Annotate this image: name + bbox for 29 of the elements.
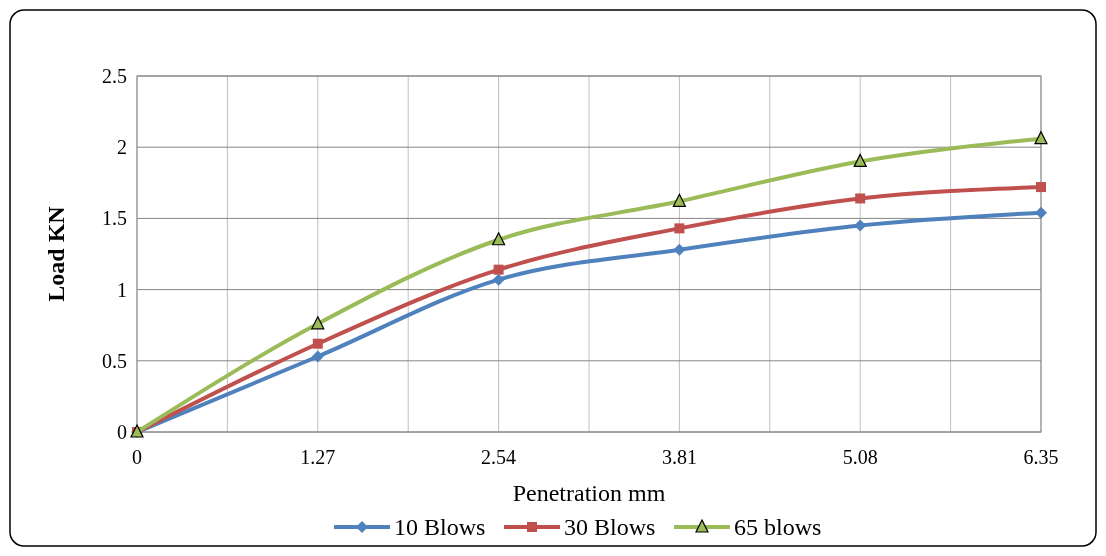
point	[311, 316, 325, 330]
point	[853, 153, 867, 168]
point	[492, 232, 506, 246]
legend-label: 65 blows	[734, 514, 822, 540]
x-tick-label: 3.81	[661, 446, 697, 468]
x-tick-label: 6.35	[1023, 446, 1059, 468]
point	[1036, 182, 1046, 193]
x-axis-title: Penetration mm	[512, 480, 666, 506]
point	[855, 193, 866, 204]
legend-label: 10 Blows	[394, 514, 486, 540]
point	[674, 223, 685, 234]
y-tick-label: 1.5	[102, 207, 127, 230]
y-tick-label: 0.5	[102, 349, 127, 372]
x-tick-label: 5.08	[842, 446, 878, 468]
y-axis-title: Load KN	[43, 205, 69, 302]
y-tick-label: 2.5	[102, 65, 127, 87]
legend-label: 30 Blows	[564, 514, 656, 540]
y-tick-label: 1	[117, 278, 127, 301]
y-tick-label: 0	[117, 421, 127, 443]
point	[493, 264, 504, 275]
x-tick-label: 2.54	[481, 446, 517, 468]
x-tick-label: 1.27	[300, 446, 336, 468]
point	[672, 193, 686, 207]
point	[311, 350, 324, 363]
x-tick-label: 0	[132, 446, 142, 468]
y-tick-label: 2	[117, 136, 127, 159]
point	[1034, 131, 1048, 145]
point	[492, 273, 505, 286]
point	[312, 338, 323, 349]
